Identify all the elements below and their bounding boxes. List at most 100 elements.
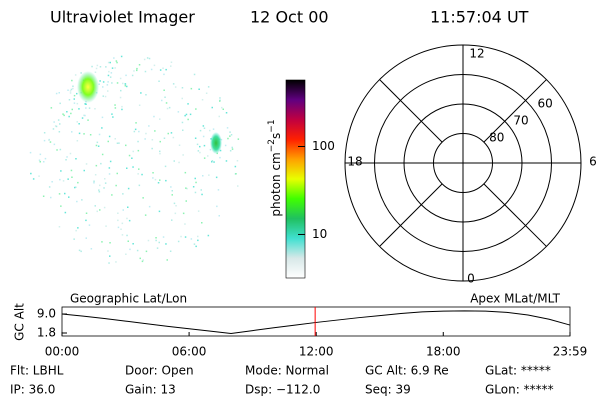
speckle [120, 55, 123, 58]
speckle [38, 159, 41, 161]
meridian [379, 183, 443, 247]
speckle [60, 205, 62, 207]
speckle [85, 212, 88, 214]
speckle [111, 82, 113, 84]
speckle [128, 219, 131, 222]
speckle [177, 240, 180, 243]
speckle [194, 177, 196, 180]
status-field: Gain: 13 [125, 383, 176, 397]
speckle [76, 92, 78, 95]
speckle [203, 144, 206, 147]
speckle [94, 71, 97, 73]
x-tick-label: 12:00 [299, 345, 334, 359]
speckle [199, 129, 202, 132]
speckle [59, 123, 61, 125]
speckle [173, 160, 175, 162]
speckle [85, 219, 87, 222]
speckle [153, 115, 155, 118]
speckle [164, 165, 167, 168]
status-field: Seq: 39 [365, 383, 411, 397]
speckle [114, 138, 116, 140]
speckle [138, 64, 141, 66]
speckle [96, 64, 99, 67]
speckle [219, 99, 221, 101]
speckle [195, 108, 197, 110]
speckle [230, 134, 233, 136]
mlt-label: 12 [469, 47, 484, 61]
speckle [66, 111, 68, 113]
speckle [136, 69, 138, 72]
speckle [201, 222, 203, 224]
speckle [158, 210, 161, 213]
speckle [69, 90, 72, 92]
speckle [174, 212, 177, 215]
speckle [118, 142, 120, 144]
speckle [70, 88, 73, 91]
x-tick-label: 23:59 [553, 345, 588, 359]
speckle [113, 57, 115, 59]
speckle [106, 84, 109, 86]
speckle [119, 77, 122, 80]
speckle [99, 209, 101, 211]
unit: s [269, 133, 283, 139]
speckle [134, 128, 137, 131]
speckle [59, 102, 61, 105]
speckle [162, 236, 165, 238]
mlt-label: 6 [589, 155, 597, 169]
speckle [30, 172, 32, 175]
speckle [159, 150, 161, 153]
speckle [193, 73, 196, 76]
speckle [76, 140, 79, 142]
speckle [101, 127, 103, 129]
speckle [71, 79, 73, 82]
speckle [109, 160, 112, 163]
speckle [124, 85, 127, 87]
speckle [114, 107, 117, 109]
speckle [53, 143, 56, 146]
speckle [125, 144, 127, 147]
speckle [219, 156, 221, 159]
speckle [198, 88, 200, 90]
speckle [148, 125, 150, 127]
speckle [145, 94, 147, 96]
speckle [121, 108, 123, 111]
speckle [219, 149, 222, 152]
speckle [126, 167, 128, 169]
speckle [139, 257, 141, 260]
speckle [116, 61, 118, 64]
speckle [93, 182, 95, 184]
speckle [170, 61, 173, 63]
speckle [109, 242, 111, 244]
speckle [58, 131, 61, 133]
speckle [157, 182, 160, 184]
colorbar-tick-label: 100 [312, 139, 335, 153]
speckle [32, 178, 35, 180]
speckle [94, 174, 97, 176]
speckle [185, 200, 187, 202]
speckle [193, 243, 196, 245]
colorbar [285, 79, 306, 279]
speckle [196, 143, 199, 146]
speckle [62, 180, 65, 182]
speckle [100, 162, 102, 165]
speckle [109, 76, 112, 78]
speckle [119, 96, 122, 99]
speckle [138, 104, 141, 106]
speckle [78, 123, 80, 125]
speckle [158, 241, 160, 244]
speckle [165, 179, 167, 182]
speckle [43, 161, 45, 163]
speckle [102, 81, 105, 83]
speckle [107, 74, 110, 77]
speckle [144, 70, 147, 73]
status-field: Flt: LBHL [10, 364, 64, 378]
speckle [155, 239, 157, 242]
speckle [212, 128, 215, 130]
speckle [207, 86, 210, 88]
speckle [121, 105, 123, 108]
speckle [129, 248, 131, 251]
speckle [199, 151, 201, 154]
speckle [187, 103, 189, 105]
speckle [159, 118, 161, 120]
speckle [237, 185, 239, 187]
